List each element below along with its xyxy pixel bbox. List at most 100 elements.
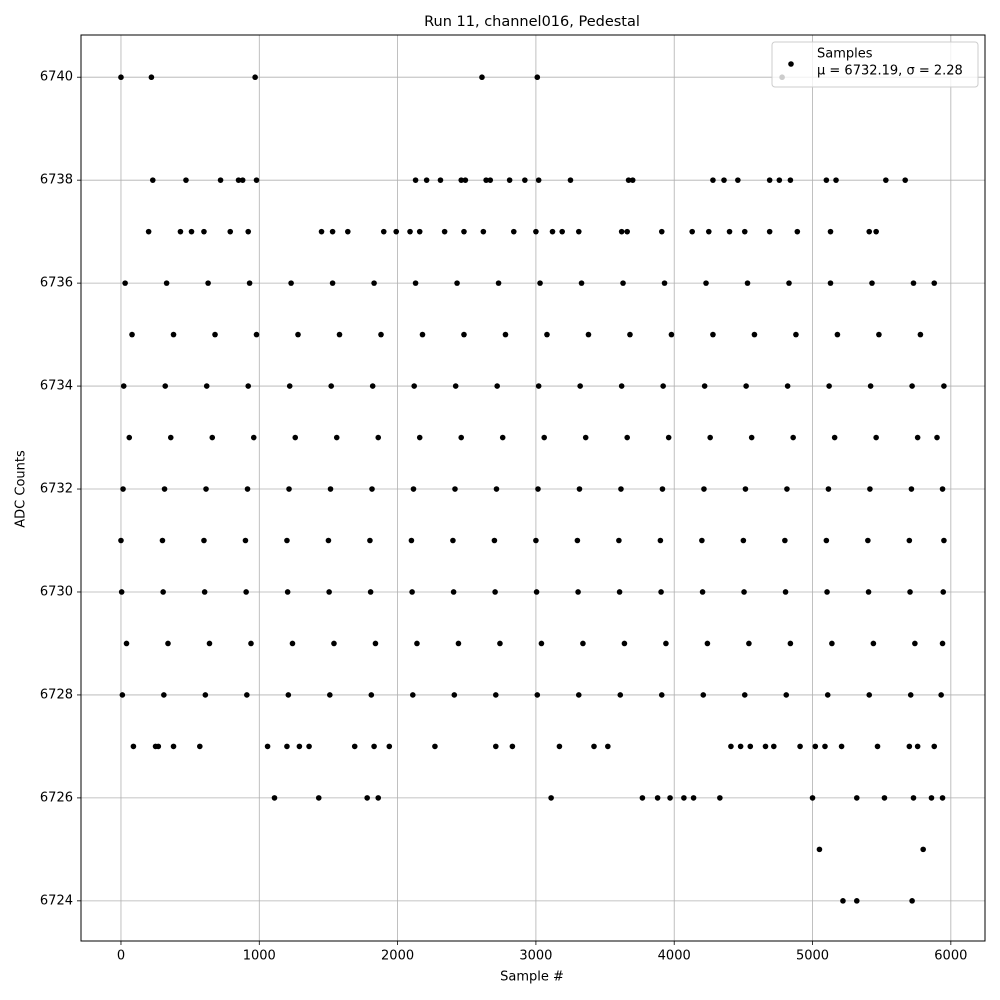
- data-point: [408, 537, 415, 544]
- data-point: [912, 640, 918, 647]
- data-point: [585, 331, 592, 338]
- data-point: [411, 383, 417, 389]
- data-point: [823, 177, 830, 183]
- data-point: [432, 743, 438, 750]
- chart-title: Run 11, channel016, Pedestal: [424, 14, 640, 30]
- data-point: [492, 743, 499, 750]
- data-point: [938, 692, 944, 698]
- data-point: [616, 537, 622, 544]
- data-point: [160, 589, 166, 595]
- data-point: [866, 692, 873, 698]
- data-point: [941, 537, 947, 544]
- data-point: [271, 795, 278, 801]
- y-tick-label: 6736: [40, 276, 73, 291]
- data-point: [659, 486, 666, 492]
- data-point: [710, 331, 716, 338]
- data-point: [499, 434, 506, 441]
- data-point: [784, 383, 791, 389]
- data-point: [534, 74, 541, 81]
- data-point: [726, 228, 733, 235]
- data-point: [327, 692, 333, 698]
- data-point: [318, 228, 325, 235]
- data-point: [744, 280, 751, 286]
- data-point: [537, 280, 543, 286]
- data-point: [367, 537, 373, 544]
- data-point: [450, 589, 457, 595]
- data-point: [728, 743, 734, 750]
- data-point: [873, 434, 879, 441]
- data-point: [202, 692, 209, 698]
- data-point: [483, 177, 489, 183]
- data-point: [941, 383, 947, 389]
- data-point: [245, 383, 252, 389]
- x-tick-label: 4000: [658, 949, 691, 964]
- data-point: [762, 743, 769, 750]
- data-point: [331, 640, 337, 647]
- data-point: [336, 331, 343, 338]
- data-point: [250, 434, 257, 441]
- data-point: [159, 537, 166, 544]
- data-point: [939, 486, 946, 492]
- data-point: [580, 640, 586, 647]
- data-point: [243, 589, 249, 595]
- data-point: [502, 331, 509, 338]
- data-point: [455, 640, 462, 647]
- data-point: [522, 177, 528, 183]
- data-point: [667, 795, 673, 801]
- x-tick-label: 3000: [519, 949, 552, 964]
- data-point: [206, 640, 213, 647]
- data-point: [409, 589, 415, 595]
- data-point: [494, 383, 500, 389]
- data-point: [616, 589, 623, 595]
- data-point: [509, 743, 516, 750]
- y-tick-label: 6728: [40, 687, 73, 702]
- data-point: [867, 486, 873, 492]
- data-point: [931, 743, 938, 750]
- data-point: [629, 177, 636, 183]
- data-point: [364, 795, 370, 801]
- data-point: [699, 589, 706, 595]
- data-point: [292, 434, 299, 441]
- data-point: [203, 383, 210, 389]
- data-point: [325, 537, 332, 544]
- data-point: [741, 692, 748, 698]
- data-point: [120, 383, 127, 389]
- data-point: [535, 177, 542, 183]
- data-point: [450, 537, 456, 544]
- data-point: [909, 898, 915, 904]
- data-point: [766, 228, 773, 235]
- data-point: [235, 177, 242, 183]
- data-point: [252, 74, 258, 81]
- data-point: [663, 640, 669, 647]
- data-point: [197, 743, 203, 750]
- data-point: [248, 640, 254, 647]
- data-point: [284, 537, 290, 544]
- data-point: [454, 280, 460, 286]
- data-point: [866, 228, 873, 235]
- data-point: [707, 434, 713, 441]
- data-point: [533, 537, 539, 544]
- data-point: [794, 228, 801, 235]
- data-point: [217, 177, 224, 183]
- data-point: [155, 743, 162, 750]
- legend-marker: [788, 61, 794, 67]
- data-point: [582, 434, 589, 441]
- data-point: [333, 434, 340, 441]
- data-point: [902, 177, 908, 183]
- data-point: [740, 537, 747, 544]
- data-point: [825, 486, 832, 492]
- data-point: [329, 228, 336, 235]
- data-point: [617, 692, 624, 698]
- data-point: [869, 280, 875, 286]
- data-point: [701, 383, 708, 389]
- data-point: [188, 228, 195, 235]
- data-point: [784, 486, 790, 492]
- data-point: [591, 743, 597, 750]
- data-point: [253, 177, 260, 183]
- points: [118, 74, 947, 904]
- y-tick-label: 6738: [40, 173, 73, 188]
- plot-frame: [80, 34, 986, 942]
- data-point: [414, 640, 420, 647]
- data-point: [122, 280, 128, 286]
- data-point: [831, 434, 838, 441]
